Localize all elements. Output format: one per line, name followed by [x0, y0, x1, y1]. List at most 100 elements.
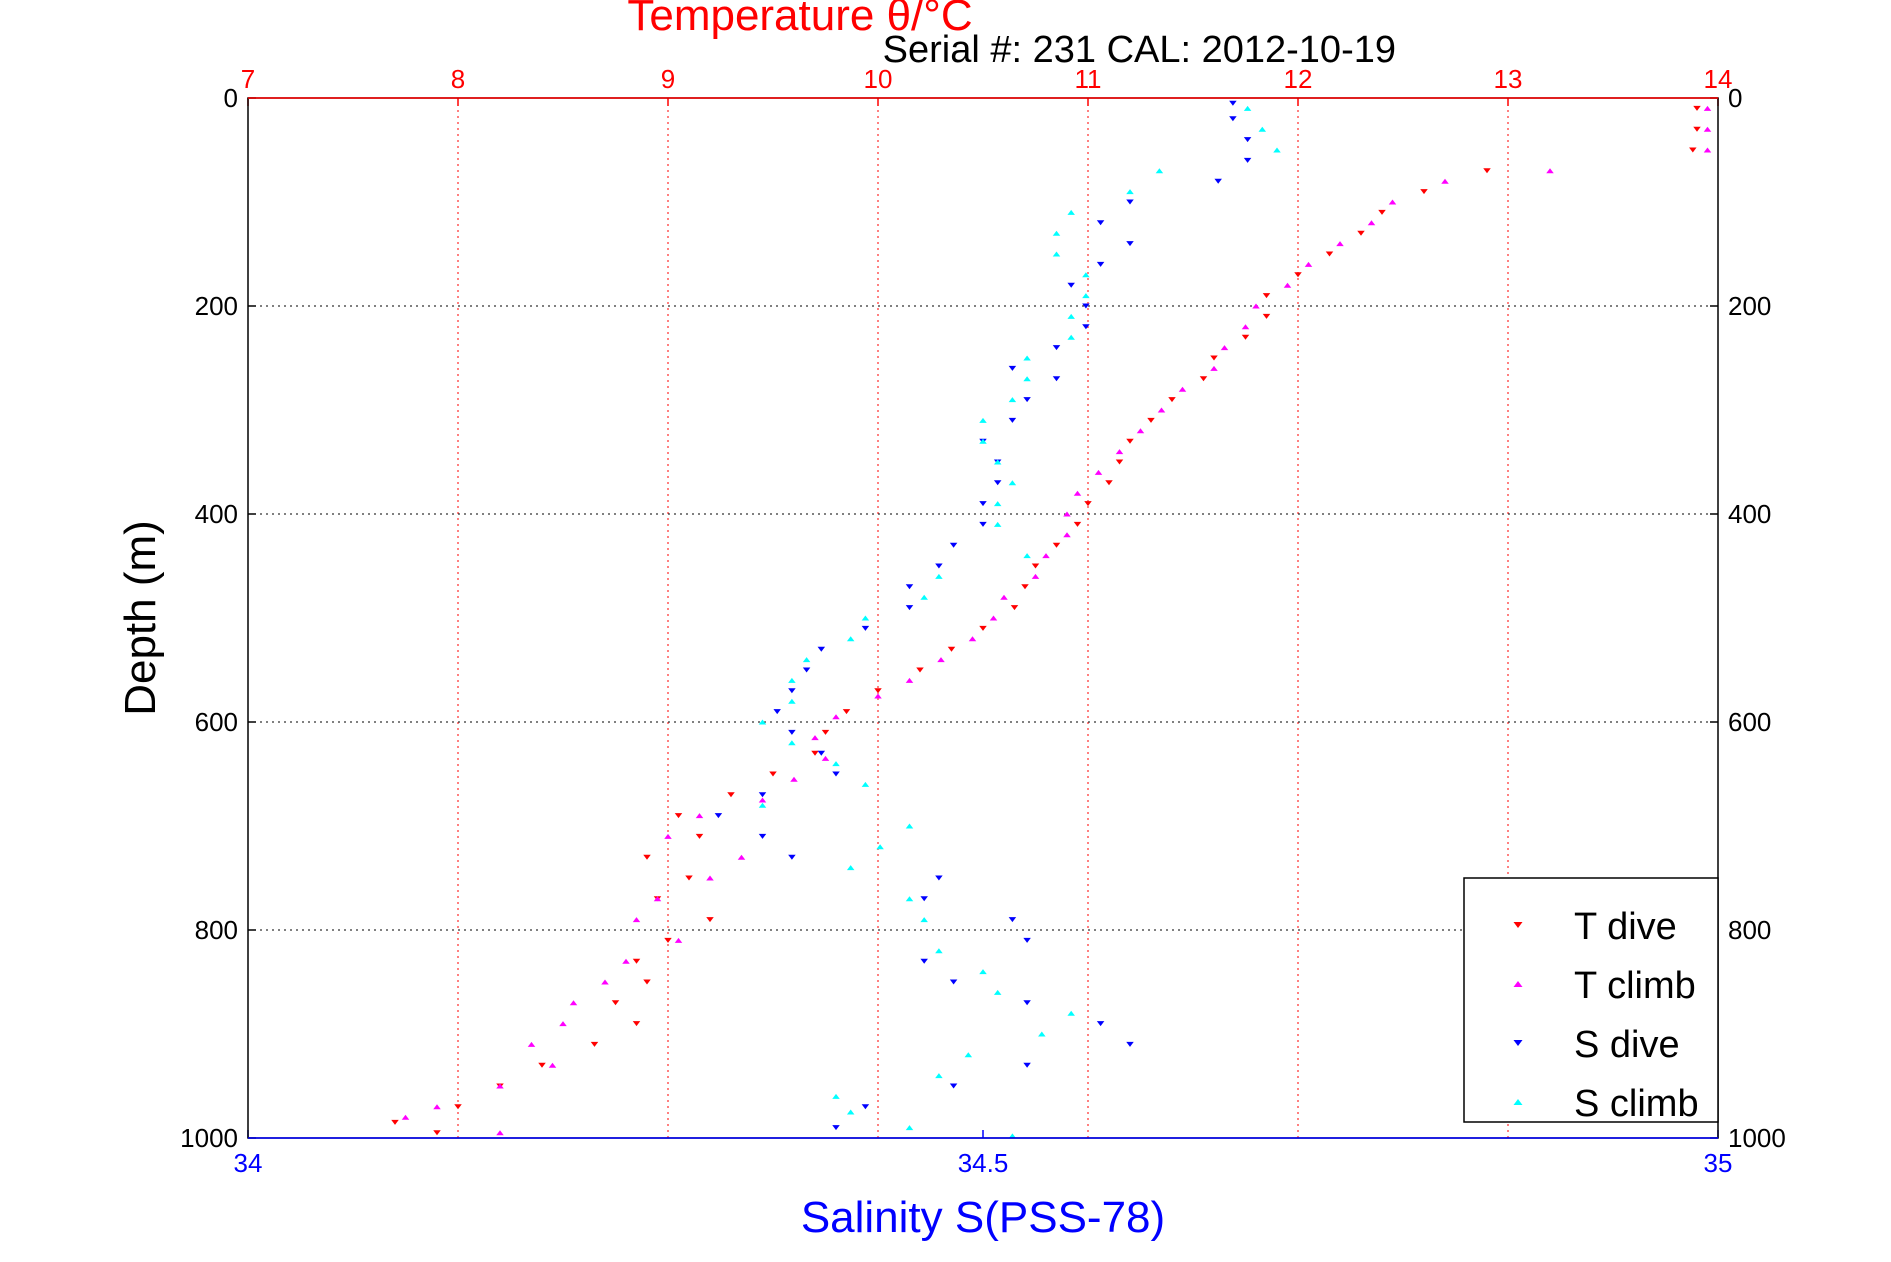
data-point [1073, 521, 1082, 527]
data-point [1067, 334, 1075, 340]
data-point [1126, 1041, 1134, 1047]
data-point [947, 646, 956, 652]
data-point [1115, 449, 1124, 455]
data-point [1052, 230, 1061, 236]
data-point [1214, 178, 1222, 184]
data-point [1703, 126, 1712, 132]
data-point [874, 688, 882, 694]
data-point [949, 542, 958, 548]
data-point [1096, 220, 1105, 226]
data-point [1023, 937, 1031, 943]
data-point [949, 979, 958, 985]
data-point [1067, 209, 1075, 215]
data-point [979, 969, 987, 975]
data-point [861, 1104, 870, 1110]
data-point [1082, 324, 1090, 330]
data-point [1063, 511, 1071, 517]
data-point [1210, 365, 1218, 371]
data-point [1157, 407, 1166, 413]
data-point [817, 646, 826, 652]
salinity-tick-label: 34 [234, 1148, 263, 1178]
data-point [401, 1114, 410, 1120]
data-point [1008, 417, 1017, 423]
data-point [758, 797, 767, 803]
data-point [1273, 147, 1281, 153]
data-point [1325, 251, 1334, 257]
legend-item-label: S dive [1574, 1024, 1680, 1066]
data-point [601, 979, 609, 985]
data-point [1042, 553, 1050, 559]
data-point [993, 459, 1002, 465]
data-point [802, 657, 811, 663]
data-point [1105, 480, 1113, 486]
data-point [821, 729, 830, 735]
data-point [1031, 563, 1040, 569]
depth-tick-label-right: 600 [1728, 707, 1771, 737]
data-point [788, 729, 796, 735]
data-point [1241, 334, 1250, 340]
data-point [1420, 189, 1428, 195]
data-point [920, 896, 928, 902]
data-point [706, 875, 714, 881]
salinity-tick-label: 34.5 [958, 1148, 1009, 1178]
data-point [1243, 157, 1252, 163]
data-point [1023, 355, 1031, 361]
data-point [1023, 553, 1031, 559]
temperature-tick-label: 7 [241, 64, 255, 94]
data-point [979, 438, 987, 444]
data-point [935, 948, 943, 954]
data-point [874, 693, 882, 699]
data-point [832, 771, 840, 777]
data-point [1115, 459, 1124, 465]
data-point [1010, 605, 1019, 611]
data-point [817, 750, 826, 756]
data-point [1052, 376, 1061, 382]
data-point [1038, 1031, 1046, 1037]
data-point [949, 1083, 958, 1089]
data-point [1096, 261, 1105, 267]
data-point [832, 1125, 840, 1131]
data-point [1082, 303, 1090, 309]
data-point [935, 875, 943, 881]
data-point [758, 802, 767, 808]
data-point [1008, 917, 1017, 923]
data-point [1073, 490, 1082, 496]
data-point [773, 709, 781, 715]
data-point [496, 1083, 504, 1089]
data-point [569, 1000, 578, 1006]
data-point [1367, 220, 1376, 226]
data-point [727, 792, 735, 798]
data-point [1441, 178, 1449, 184]
temperature-tick-label: 9 [661, 64, 675, 94]
data-point [674, 813, 683, 819]
data-point [433, 1130, 441, 1136]
data-point [1023, 376, 1031, 382]
data-point [1126, 199, 1134, 205]
data-point [846, 1109, 855, 1115]
data-point [937, 657, 945, 663]
data-point [1262, 313, 1271, 319]
data-point [935, 563, 943, 569]
serial-calibration-label: Serial #: 231 CAL: 2012-10-19 [883, 29, 1396, 71]
legend-marker [1513, 981, 1523, 987]
data-point [769, 771, 777, 777]
data-point [664, 937, 672, 943]
legend-box [1463, 877, 1719, 1123]
temperature-tick-label: 13 [1494, 64, 1523, 94]
data-point [935, 1073, 943, 1079]
data-point [695, 833, 704, 839]
data-point [1693, 105, 1701, 111]
data-point [737, 854, 746, 860]
data-point [1243, 137, 1252, 143]
data-point [714, 813, 723, 819]
data-point [1703, 105, 1712, 111]
data-point [979, 501, 987, 507]
depth-tick-label-left: 1000 [180, 1123, 238, 1153]
data-point [590, 1041, 599, 1047]
data-point [861, 615, 870, 621]
depth-tick-label-right: 0 [1728, 83, 1742, 113]
series-s-dive [714, 100, 1252, 1131]
depth-tick-label-right: 400 [1728, 499, 1771, 529]
data-point [1000, 594, 1008, 600]
data-point [989, 615, 998, 621]
